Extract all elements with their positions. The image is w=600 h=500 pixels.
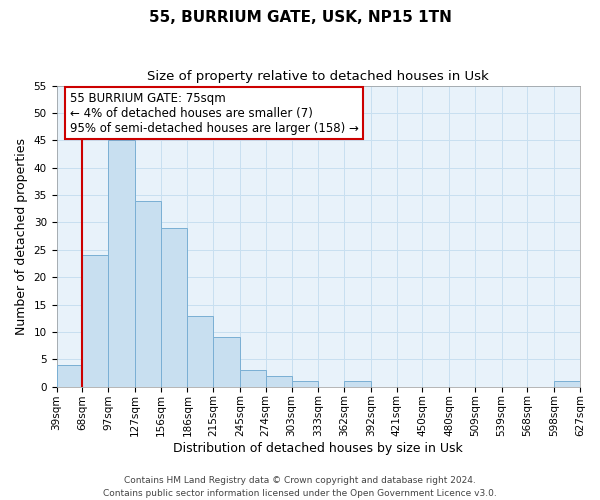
Text: Contains HM Land Registry data © Crown copyright and database right 2024.
Contai: Contains HM Land Registry data © Crown c… <box>103 476 497 498</box>
Bar <box>213 338 240 386</box>
Title: Size of property relative to detached houses in Usk: Size of property relative to detached ho… <box>148 70 489 83</box>
Bar <box>240 370 266 386</box>
Text: 55, BURRIUM GATE, USK, NP15 1TN: 55, BURRIUM GATE, USK, NP15 1TN <box>149 10 451 25</box>
Bar <box>266 376 292 386</box>
Bar <box>82 256 108 386</box>
Bar <box>292 381 318 386</box>
Bar <box>161 228 187 386</box>
Bar <box>554 381 580 386</box>
Bar <box>187 316 213 386</box>
Bar <box>135 200 161 386</box>
Y-axis label: Number of detached properties: Number of detached properties <box>15 138 28 334</box>
Bar <box>108 140 135 386</box>
Bar <box>56 365 82 386</box>
X-axis label: Distribution of detached houses by size in Usk: Distribution of detached houses by size … <box>173 442 463 455</box>
Text: 55 BURRIUM GATE: 75sqm
← 4% of detached houses are smaller (7)
95% of semi-detac: 55 BURRIUM GATE: 75sqm ← 4% of detached … <box>70 92 358 134</box>
Bar <box>344 381 371 386</box>
